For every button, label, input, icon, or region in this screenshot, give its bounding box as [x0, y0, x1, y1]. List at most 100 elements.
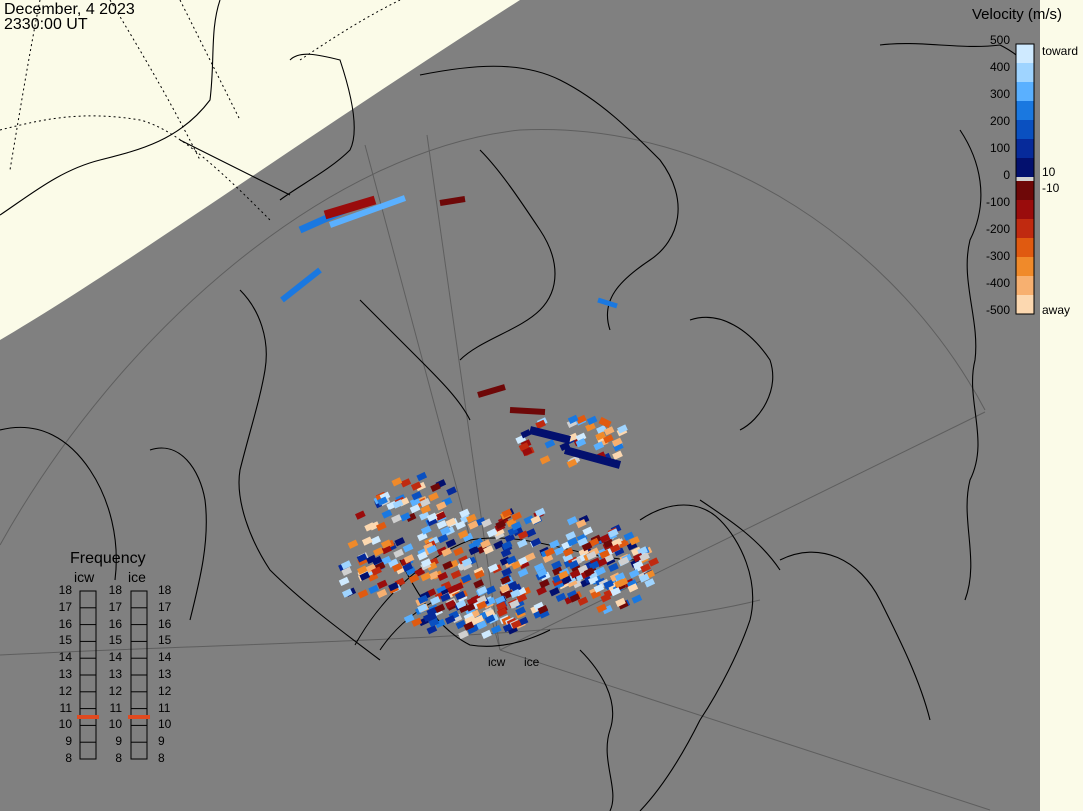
colorbar-segment-away — [1016, 295, 1034, 314]
frequency-level-label: 17 — [108, 599, 122, 614]
velocity-cell — [576, 414, 587, 424]
velocity-cell — [581, 541, 593, 552]
velocity-cell — [470, 594, 482, 604]
velocity-cell — [590, 589, 602, 600]
velocity-cell — [420, 558, 432, 568]
velocity-cell — [485, 585, 497, 595]
velocity-cell — [551, 560, 562, 570]
velocity-cell — [566, 458, 578, 468]
velocity-cell — [434, 603, 446, 614]
velocity-cell — [536, 586, 547, 596]
velocity-cell — [455, 619, 467, 630]
velocity-cell — [458, 555, 469, 565]
velocity-cell — [510, 619, 522, 629]
velocity-cell — [473, 614, 485, 625]
velocity-cell — [418, 511, 430, 521]
velocity-cell — [639, 552, 650, 562]
velocity-cell — [370, 535, 381, 546]
velocity-cell — [464, 615, 476, 625]
velocity-cell — [603, 434, 614, 444]
velocity-cell — [530, 515, 542, 525]
velocity-cell — [453, 546, 464, 557]
velocity-cell — [517, 556, 529, 566]
velocity-cell — [458, 603, 470, 614]
velocity-cell — [507, 580, 518, 591]
frequency-boxes — [77, 590, 150, 760]
velocity-cell — [614, 572, 626, 582]
colorbar-tick-label: -500 — [985, 303, 1010, 317]
colorbar-inner-label-neg: -10 — [1042, 181, 1060, 195]
velocity-cell — [487, 563, 499, 573]
velocity-cell — [510, 583, 522, 593]
frequency-level-label: 10 — [108, 717, 122, 732]
velocity-cell — [555, 592, 567, 603]
velocity-cell — [454, 590, 466, 601]
velocity-cell — [595, 566, 606, 576]
velocity-cell — [566, 516, 578, 526]
velocity-cell — [575, 518, 587, 529]
velocity-cell — [365, 563, 377, 573]
velocity-cell — [405, 512, 417, 522]
velocity-cell — [535, 419, 546, 429]
velocity-cell — [481, 629, 492, 639]
frequency-level-label: 16 — [108, 616, 122, 631]
colorbar-tick-label: 300 — [989, 87, 1010, 101]
frequency-level-label: 13 — [58, 667, 72, 681]
colorbar-segment-toward — [1016, 158, 1034, 177]
frequency-level-label: 16 — [158, 616, 172, 631]
velocity-cell — [445, 599, 456, 610]
velocity-cell — [417, 603, 428, 613]
velocity-cell — [593, 583, 605, 593]
velocity-cell — [357, 565, 368, 575]
velocity-cell — [608, 528, 619, 538]
colorbar-tick-label: -400 — [985, 276, 1010, 290]
radar-site-label-ice: ice — [524, 655, 540, 669]
frequency-level-label: 12 — [58, 683, 72, 698]
night-region — [0, 0, 1040, 811]
colorbar-segment-away — [1016, 257, 1034, 276]
velocity-cell — [512, 526, 524, 537]
velocity-cell — [588, 575, 599, 585]
velocity-cell — [539, 578, 550, 589]
colorbar-segment-away — [1016, 219, 1034, 238]
velocity-cell — [516, 538, 528, 549]
velocity-cell — [504, 533, 516, 543]
velocity-cell — [525, 552, 536, 562]
velocity-cell — [359, 571, 371, 581]
velocity-cell — [440, 592, 451, 603]
velocity-cell — [387, 558, 399, 568]
velocity-cell — [603, 579, 614, 589]
velocity-cell — [416, 471, 428, 482]
velocity-cell — [439, 526, 451, 536]
frequency-title: Frequency — [70, 550, 146, 567]
velocity-cell — [484, 614, 496, 624]
velocity-cell — [615, 597, 626, 607]
colorbar-segment-toward — [1016, 139, 1034, 158]
velocity-cell — [511, 511, 522, 521]
velocity-cell — [477, 384, 506, 398]
velocity-cell — [596, 603, 607, 613]
velocity-cell — [612, 450, 623, 460]
velocity-cell — [631, 594, 643, 604]
velocity-cell — [420, 572, 431, 582]
velocity-cell — [417, 594, 429, 604]
velocity-cell — [423, 542, 434, 552]
velocity-cell — [409, 497, 421, 507]
velocity-cell — [569, 593, 581, 603]
velocity-cell — [417, 531, 428, 542]
colorbar-segment-away — [1016, 200, 1034, 219]
frequency-level-label: 11 — [158, 700, 171, 715]
velocity-cell — [640, 563, 651, 573]
velocity-cell — [597, 297, 618, 309]
velocity-cell — [493, 540, 505, 550]
velocity-cell — [517, 568, 529, 578]
velocity-cell — [280, 267, 322, 303]
velocity-cell — [426, 516, 438, 527]
velocity-cell — [441, 547, 452, 557]
velocity-cell — [613, 546, 625, 557]
velocity-cell — [368, 584, 379, 594]
velocity-cell — [518, 442, 530, 452]
velocity-cell — [596, 557, 608, 568]
frequency-level-label: 9 — [158, 734, 165, 749]
velocity-cell — [476, 595, 488, 605]
